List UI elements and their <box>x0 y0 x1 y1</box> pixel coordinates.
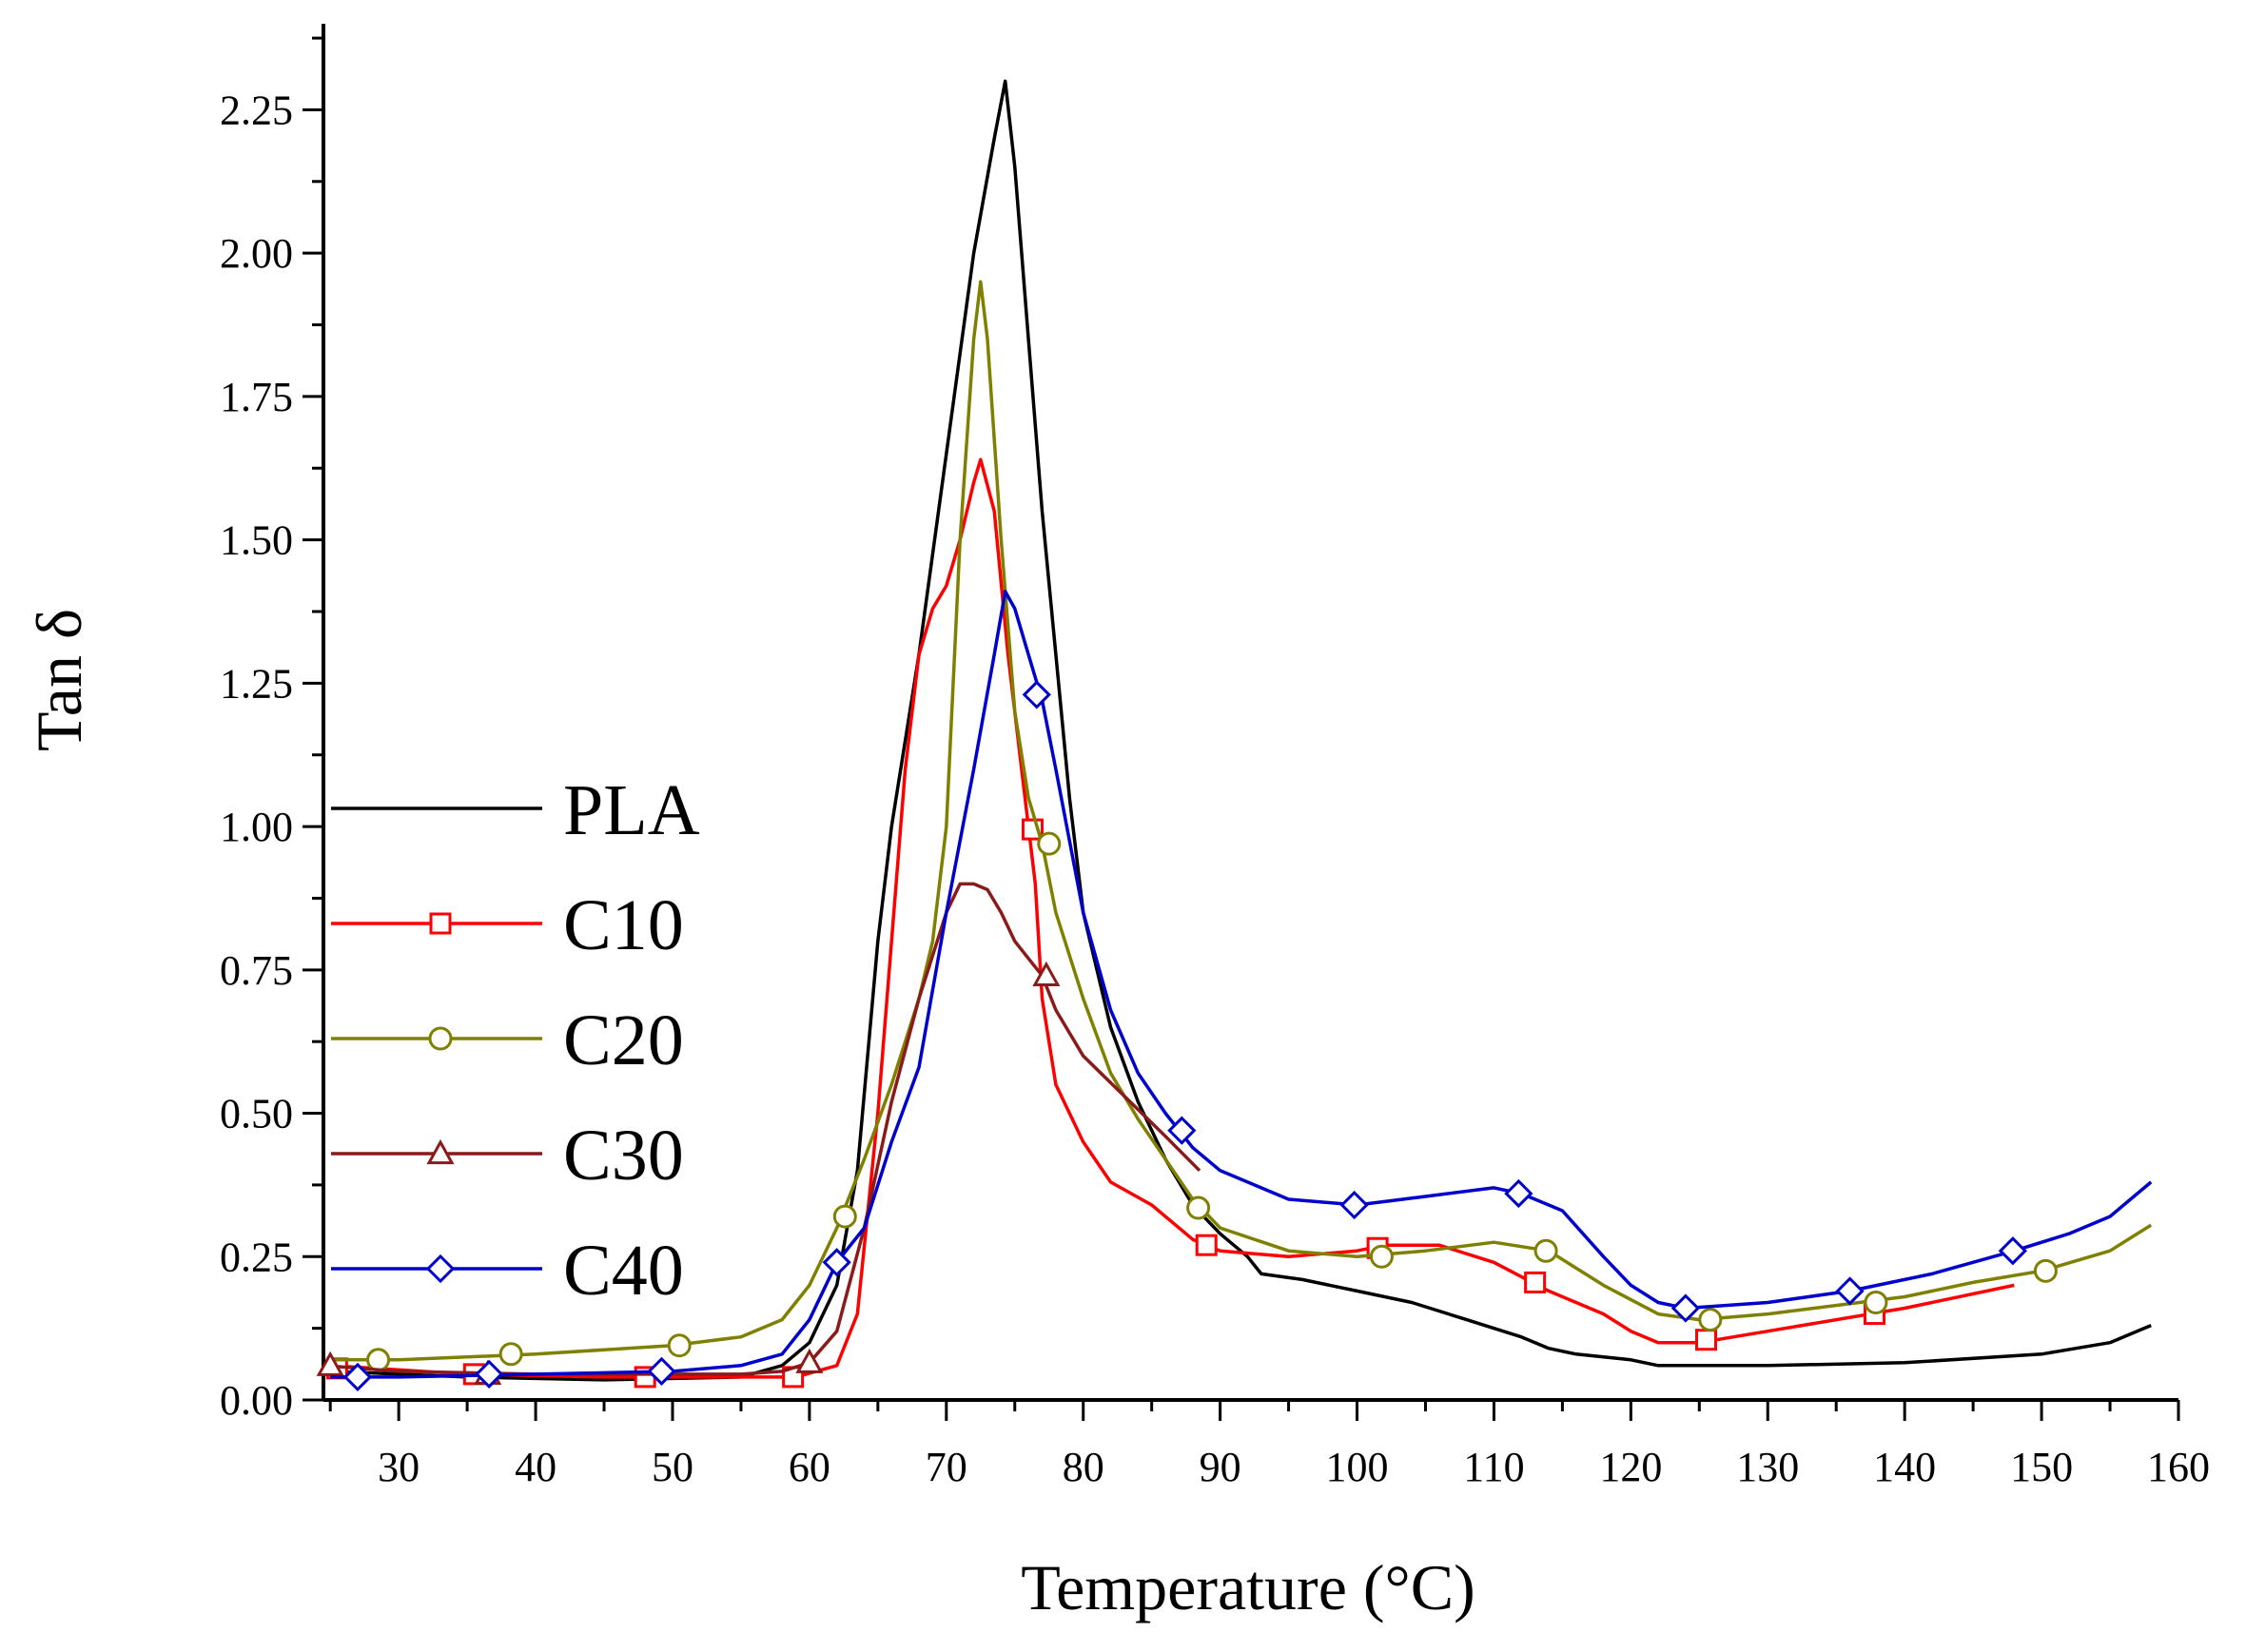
y-tick-label: 0.00 <box>220 1377 293 1424</box>
data-point-c20 <box>1864 1291 1888 1315</box>
series-c20 <box>330 280 2153 1372</box>
y-tick-label: 0.50 <box>220 1091 293 1137</box>
legend-item-c10: C10 <box>331 885 684 965</box>
y-tick-label: 1.75 <box>220 374 293 420</box>
data-point-c20 <box>2033 1258 2058 1283</box>
data-point-c40 <box>1998 1236 2027 1266</box>
y-axis-title: Tan δ <box>23 609 95 751</box>
data-point-c40 <box>1835 1276 1865 1306</box>
data-point-c20 <box>366 1348 391 1372</box>
legend-marker-c40 <box>425 1254 456 1284</box>
series-pla <box>330 79 2152 1382</box>
data-point-c20 <box>1533 1238 1558 1263</box>
data-point-c40 <box>1167 1116 1197 1145</box>
x-tick-label: 160 <box>2147 1444 2210 1490</box>
y-tick-label: 2.25 <box>220 87 293 133</box>
legend-label-c30: C30 <box>563 1116 684 1195</box>
legend-item-c20: C20 <box>331 1001 684 1080</box>
data-point-c40 <box>342 1362 373 1392</box>
data-point-c40 <box>1022 680 1051 709</box>
x-axis-title: Temperature (°C) <box>1021 1551 1475 1623</box>
y-tick-label: 1.25 <box>220 660 293 707</box>
x-tick-label: 40 <box>515 1444 557 1490</box>
series-line-pla <box>330 79 2152 1382</box>
legend-label-c40: C40 <box>563 1231 684 1311</box>
data-point-c20 <box>667 1333 692 1358</box>
series-line-c30 <box>322 882 1201 1376</box>
y-tick-label: 1.00 <box>220 804 293 850</box>
x-tick-label: 70 <box>926 1444 967 1490</box>
legend-item-c30: C30 <box>331 1116 684 1195</box>
legend-label-pla: PLA <box>563 770 700 850</box>
series-c30 <box>316 882 1201 1385</box>
legend-item-pla: PLA <box>331 770 700 850</box>
legend-marker-c20 <box>428 1026 453 1051</box>
x-tick-label: 30 <box>378 1444 420 1490</box>
data-point-c20 <box>1186 1195 1211 1220</box>
data-point-c20 <box>1037 831 1062 856</box>
x-tick-label: 90 <box>1200 1444 1241 1490</box>
data-point-c40 <box>822 1248 851 1277</box>
y-tick-label: 1.50 <box>220 517 293 564</box>
data-point-c40 <box>1504 1178 1533 1209</box>
data-point-c10 <box>1195 1234 1218 1256</box>
plot-area <box>316 79 2153 1392</box>
data-point-c40 <box>1339 1190 1369 1220</box>
data-point-c30 <box>1032 961 1061 986</box>
legend-marker-c10 <box>429 912 452 935</box>
x-tick-label: 130 <box>1736 1444 1799 1490</box>
data-point-c10 <box>1524 1271 1547 1293</box>
data-point-c40 <box>475 1359 504 1389</box>
legend-label-c20: C20 <box>563 1001 684 1080</box>
legend-item-c40: C40 <box>331 1231 684 1311</box>
legend-marker-c30 <box>426 1138 455 1165</box>
series-line-c20 <box>330 280 2153 1362</box>
x-tick-label: 60 <box>789 1444 830 1490</box>
data-point-c40 <box>647 1356 676 1386</box>
x-tick-label: 100 <box>1326 1444 1389 1490</box>
axes: 30 40 50 60 70 80 90 100 110 120 130 140 150 160 0.00 0… <box>220 24 2210 1490</box>
y-tick-label: 0.75 <box>220 947 293 994</box>
x-tick-label: 50 <box>652 1444 693 1490</box>
legend: PLA C10 C20 C30 C40 <box>331 770 700 1311</box>
y-tick-label: 2.00 <box>220 230 293 277</box>
data-point-c30 <box>795 1348 824 1373</box>
legend-label-c10: C10 <box>563 885 684 965</box>
series-c40 <box>330 590 2153 1392</box>
y-tick-label: 0.25 <box>220 1234 293 1280</box>
data-point-c10 <box>1695 1329 1718 1351</box>
data-point-c20 <box>832 1204 857 1229</box>
data-point-c20 <box>1369 1244 1394 1269</box>
x-tick-label: 120 <box>1599 1444 1662 1490</box>
x-tick-label: 150 <box>2010 1444 2073 1490</box>
data-point-c20 <box>1698 1308 1723 1332</box>
data-point-c40 <box>1670 1293 1701 1323</box>
data-point-c30 <box>316 1351 344 1376</box>
x-tick-label: 110 <box>1463 1444 1524 1490</box>
data-point-c20 <box>498 1342 523 1367</box>
x-tick-label: 80 <box>1063 1444 1104 1490</box>
x-tick-label: 140 <box>1873 1444 1936 1490</box>
